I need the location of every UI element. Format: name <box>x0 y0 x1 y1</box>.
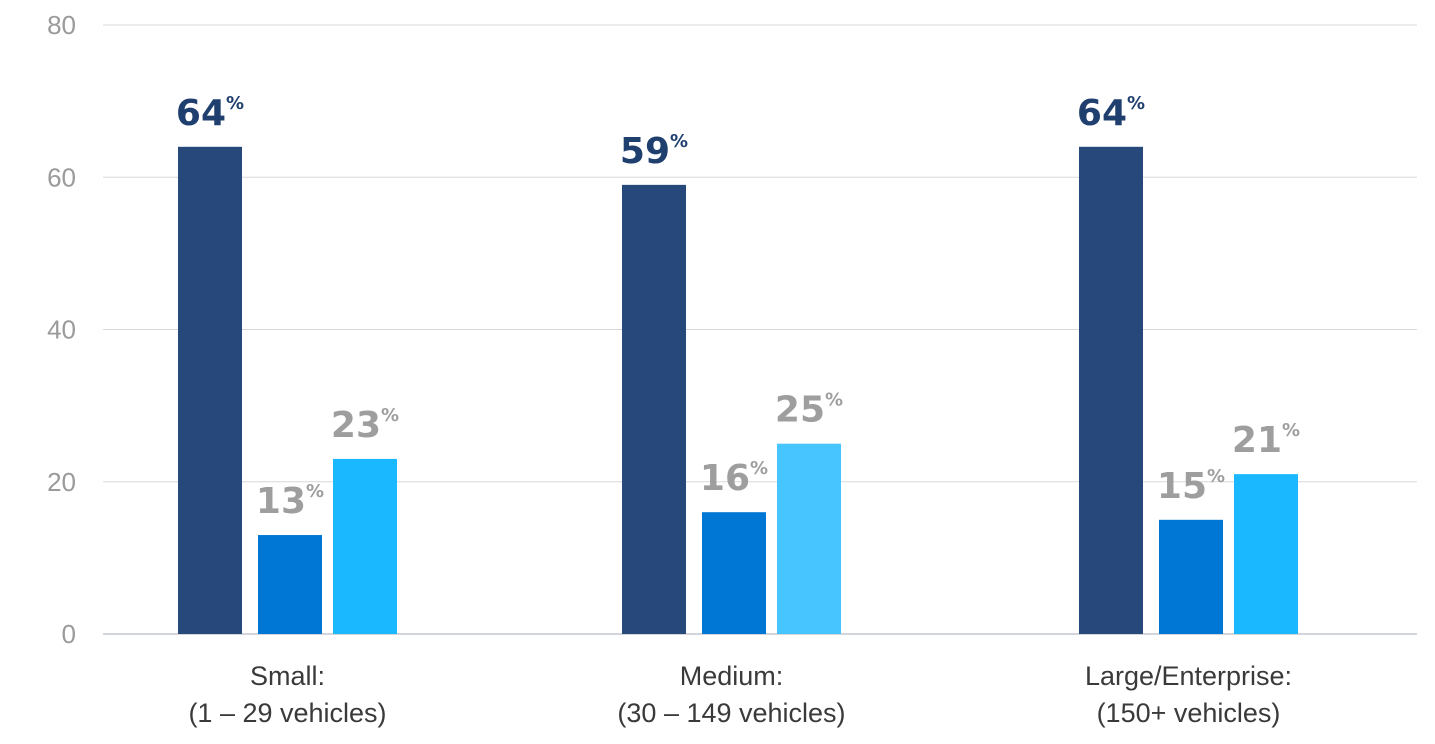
data-label: 13% <box>256 481 324 522</box>
category-label: (150+ vehicles) <box>1097 698 1281 728</box>
bar-s3-c2 <box>777 443 841 634</box>
data-labels: 64% 59% 64% 13% 16% 15% 23% 25% 21% <box>176 93 1300 522</box>
category-label: Small: <box>250 661 325 691</box>
bar-s2-c2 <box>702 512 766 634</box>
bar-s1-c1 <box>178 146 242 635</box>
data-label: 59% <box>620 131 688 172</box>
y-tick-label: 60 <box>47 162 76 192</box>
data-label: 64% <box>1077 93 1145 134</box>
y-axis-tick-labels: 0 20 40 60 80 <box>47 10 76 649</box>
y-tick-label: 0 <box>62 619 76 649</box>
category-label: Large/Enterprise: <box>1085 661 1292 691</box>
data-label: 25% <box>775 390 843 431</box>
bar-s1-c2 <box>622 184 686 635</box>
data-label: 23% <box>331 405 399 446</box>
x-axis-category-labels: Small: (1 – 29 vehicles) Medium: (30 – 149 … <box>188 661 1292 728</box>
y-tick-label: 40 <box>47 315 76 345</box>
bar-s2-c1 <box>258 535 322 634</box>
data-label: 15% <box>1157 466 1225 507</box>
bars <box>178 146 1298 635</box>
bar-s3-c1 <box>333 458 397 634</box>
y-tick-label: 80 <box>47 10 76 40</box>
data-label: 21% <box>1232 420 1300 461</box>
data-label: 64% <box>176 93 244 134</box>
category-label: Medium: <box>680 661 784 691</box>
category-label: (1 – 29 vehicles) <box>188 698 386 728</box>
bar-s1-c3 <box>1079 146 1143 635</box>
data-label: 16% <box>700 458 768 499</box>
bar-s2-c3 <box>1159 519 1223 634</box>
y-tick-label: 20 <box>47 467 76 497</box>
category-label: (30 – 149 vehicles) <box>617 698 845 728</box>
bar-s3-c3 <box>1234 474 1298 634</box>
